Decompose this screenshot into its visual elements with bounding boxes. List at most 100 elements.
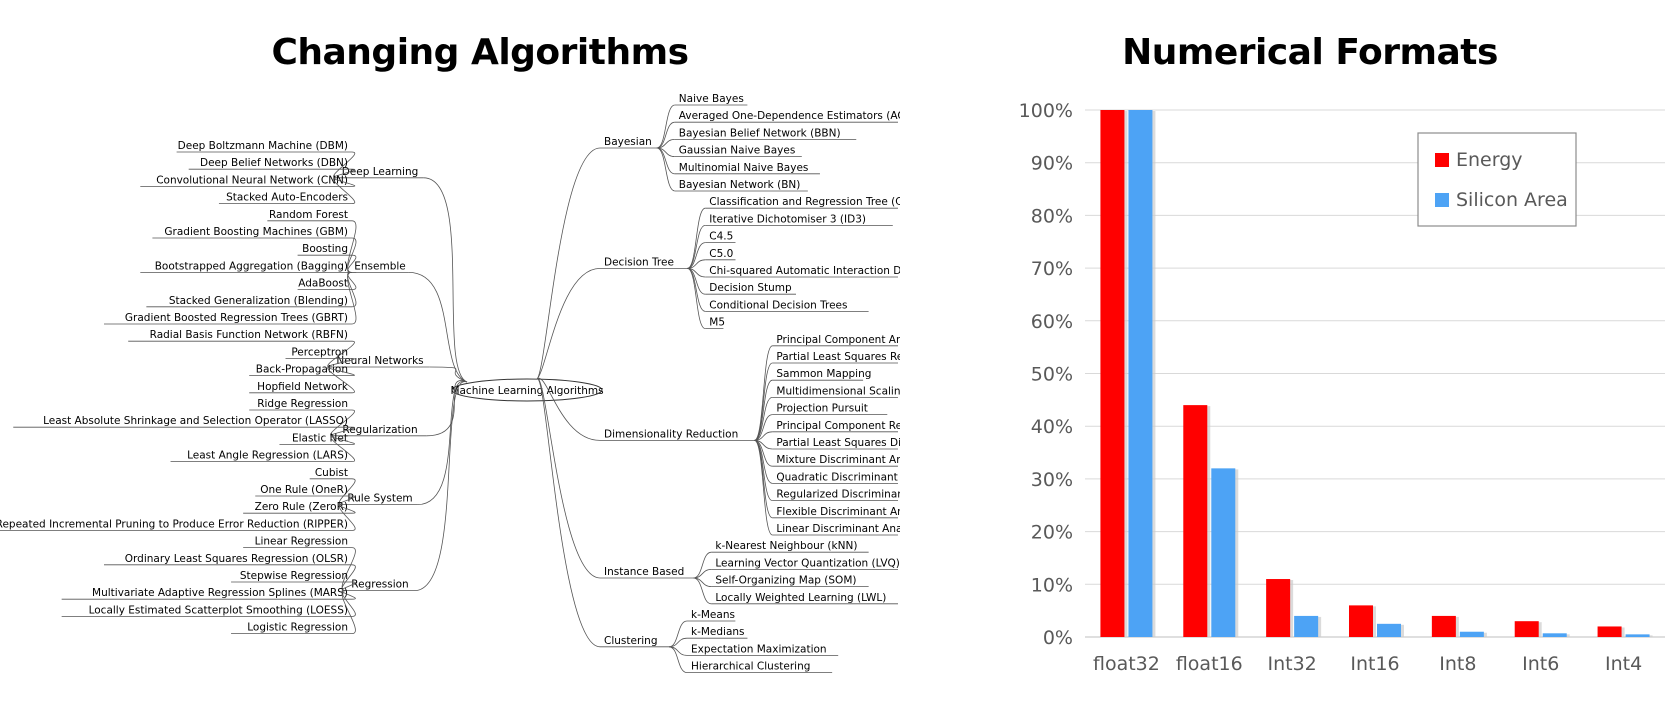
mindmap-leaf-classification-and-regression-tree-cart: Classification and Regression Tree (CART… xyxy=(709,196,900,208)
mindmap-leaf-regularized-discriminant-analysis-rda: Regularized Discriminant Analysis (RDA) xyxy=(776,489,900,501)
mindmap-leaf-gradient-boosted-regression-trees-gbrt: Gradient Boosted Regression Trees (GBRT) xyxy=(125,312,348,324)
bar-silicon-area-int32 xyxy=(1294,615,1319,637)
mindmap-leaf-c5-0: C5.0 xyxy=(709,248,733,260)
mindmap-leaf-mixture-discriminant-analysis-mda: Mixture Discriminant Analysis (MDA) xyxy=(776,454,900,466)
mindmap-leaf-connector xyxy=(341,564,356,591)
mindmap-leaf-convolutional-neural-network-cnn: Convolutional Neural Network (CNN) xyxy=(156,174,348,186)
mindmap-leaf-connector xyxy=(693,569,712,579)
x-tick-label: Int4 xyxy=(1605,653,1642,675)
mindmap-leaf-multivariate-adaptive-regression-splines-mars: Multivariate Adaptive Regression Splines… xyxy=(92,587,348,599)
mindmap-leaf-linear-regression: Linear Regression xyxy=(255,536,348,548)
mindmap-group-regression: Regression xyxy=(351,579,408,591)
legend-label-energy: Energy xyxy=(1456,149,1523,171)
mindmap-leaf-linear-discriminant-analysis-lda: Linear Discriminant Analysis (LDA) xyxy=(776,523,900,535)
mindmap-leaf-k-medians: k-Medians xyxy=(691,626,745,638)
mindmap-leaf-deep-boltzmann-machine-dbm: Deep Boltzmann Machine (DBM) xyxy=(178,140,348,152)
mindmap-leaf-connector xyxy=(330,435,355,462)
mindmap-branch xyxy=(423,177,468,383)
mindmap-branch xyxy=(414,381,468,591)
mindmap-branch xyxy=(417,381,468,505)
mindmap-leaf-connector xyxy=(687,207,706,269)
mindmap-leaf-decision-stump: Decision Stump xyxy=(709,282,792,294)
mindmap-leaf-connector xyxy=(327,358,355,368)
mindmap-leaf-boosting: Boosting xyxy=(302,243,348,255)
y-tick-label: 40% xyxy=(1031,416,1073,438)
bar-energy-int16 xyxy=(1349,605,1373,637)
mindmap-leaf-expectation-maximization: Expectation Maximization xyxy=(691,643,827,655)
bar-silicon-area-float32 xyxy=(1128,110,1153,637)
x-tick-label: Int32 xyxy=(1268,653,1317,675)
mindmap-leaf-chi-squared-automatic-interaction-detection-chaid: Chi-squared Automatic Interaction Detect… xyxy=(709,265,900,277)
y-tick-label: 10% xyxy=(1031,574,1073,596)
mindmap-group-neural-networks: Neural Networks xyxy=(336,355,423,367)
mindmap-center-label: Machine Learning Algorithms xyxy=(450,385,603,397)
mindmap-leaf-connector xyxy=(754,440,773,536)
bar-silicon-area-float16 xyxy=(1211,468,1236,637)
bar-energy-int32 xyxy=(1266,579,1291,637)
mindmap: Machine Learning Algorithms Deep Learning… xyxy=(0,93,900,673)
mindmap-leaf-connector xyxy=(687,242,706,269)
bar-energy-float16 xyxy=(1183,405,1208,637)
mindmap-leaf-iterative-dichotomiser-3-id3: Iterative Dichotomiser 3 (ID3) xyxy=(709,213,866,225)
y-tick-label: 50% xyxy=(1031,364,1073,386)
mindmap-group-instance-based: Instance Based xyxy=(604,566,684,578)
mindmap-leaf-connector xyxy=(668,620,688,648)
mindmap-leaf-connector xyxy=(333,177,356,204)
mindmap-leaf-radial-basis-function-network-rbfn: Radial Basis Function Network (RBFN) xyxy=(150,329,348,341)
mindmap-leaf-multidimensional-scaling-mds: Multidimensional Scaling (MDS) xyxy=(776,385,900,397)
bar-energy-float32 xyxy=(1100,110,1125,637)
mindmap-leaf-sammon-mapping: Sammon Mapping xyxy=(776,368,871,380)
legend-swatch-energy xyxy=(1435,153,1449,167)
mindmap-leaf-c4-5: C4.5 xyxy=(709,231,733,243)
chart-legend xyxy=(1417,132,1577,227)
mindmap-leaf-hopfield-network: Hopfield Network xyxy=(257,381,349,393)
mindmap-leaf-connector xyxy=(339,504,356,531)
mindmap-leaf-projection-pursuit: Projection Pursuit xyxy=(776,403,868,415)
mindmap-leaf-connector xyxy=(687,225,706,269)
x-tick-label: float32 xyxy=(1093,653,1160,675)
mindmap-leaf-locally-estimated-scatterplot-smoothing-loess: Locally Estimated Scatterplot Smoothing … xyxy=(89,604,348,616)
mindmap-leaf-connector xyxy=(339,495,356,505)
mindmap-leaf-logistic-regression: Logistic Regression xyxy=(247,622,348,634)
bar-energy-int6 xyxy=(1514,621,1539,637)
mindmap-group-rule-system: Rule System xyxy=(347,493,412,505)
mindmap-leaf-naive-bayes: Naive Bayes xyxy=(679,93,744,105)
mindmap-leaf-connector xyxy=(687,259,706,269)
y-tick-label: 60% xyxy=(1031,311,1073,333)
mindmap-group-clustering: Clustering xyxy=(604,635,658,647)
mindmap-leaf-adaboost: AdaBoost xyxy=(298,278,348,290)
mindmap-branch xyxy=(536,147,601,380)
mindmap-leaf-connector xyxy=(330,426,355,437)
mindmap-leaf-k-nearest-neighbour-knn: k-Nearest Neighbour (kNN) xyxy=(715,540,857,552)
mindmap-leaf-stacked-auto-encoders: Stacked Auto-Encoders xyxy=(226,192,348,204)
mindmap-leaf-connector xyxy=(754,379,773,441)
mindmap-leaf-back-propagation: Back-Propagation xyxy=(256,364,348,376)
y-tick-label: 90% xyxy=(1031,153,1073,175)
mindmap-leaf-connector xyxy=(693,577,712,605)
mindmap-leaf-stacked-generalization-blending: Stacked Generalization (Blending) xyxy=(169,295,348,307)
mindmap-leaf-conditional-decision-trees: Conditional Decision Trees xyxy=(709,299,847,311)
mindmap-group-dimensionality-reduction: Dimensionality Reduction xyxy=(604,428,738,440)
bar-silicon-area-int6 xyxy=(1542,633,1567,637)
mindmap-leaf-one-rule-oner: One Rule (OneR) xyxy=(260,484,348,496)
x-tick-label: Int8 xyxy=(1439,653,1476,675)
y-tick-label: 70% xyxy=(1031,258,1073,280)
mindmap-leaf-random-forest: Random Forest xyxy=(269,209,348,221)
bar-energy-int4 xyxy=(1597,626,1622,637)
mindmap-leaf-gradient-boosting-machines-gbm: Gradient Boosting Machines (GBM) xyxy=(164,226,348,238)
mindmap-leaf-connector xyxy=(339,478,356,505)
mindmap-leaf-gaussian-naive-bayes: Gaussian Naive Bayes xyxy=(679,145,796,157)
right-panel-title: Numerical Formats xyxy=(1122,32,1498,73)
mindmap-leaf-connector xyxy=(333,168,356,179)
mindmap-leaf-averaged-one-dependence-estimators-aode: Averaged One-Dependence Estimators (AODE… xyxy=(679,110,900,122)
mindmap-leaf-connector xyxy=(347,254,357,273)
mindmap-leaf-connector xyxy=(656,147,675,192)
mindmap-leaf-connector xyxy=(668,637,688,648)
mindmap-leaf-connector xyxy=(693,551,712,579)
mindmap-leaf-m5: M5 xyxy=(709,317,725,329)
mindmap-leaf-connector xyxy=(341,590,356,634)
mindmap-leaf-principal-component-analysis-pca: Principal Component Analysis (PCA) xyxy=(776,334,900,346)
mindmap-leaf-deep-belief-networks-dbn: Deep Belief Networks (DBN) xyxy=(200,157,348,169)
y-tick-label: 80% xyxy=(1031,205,1073,227)
